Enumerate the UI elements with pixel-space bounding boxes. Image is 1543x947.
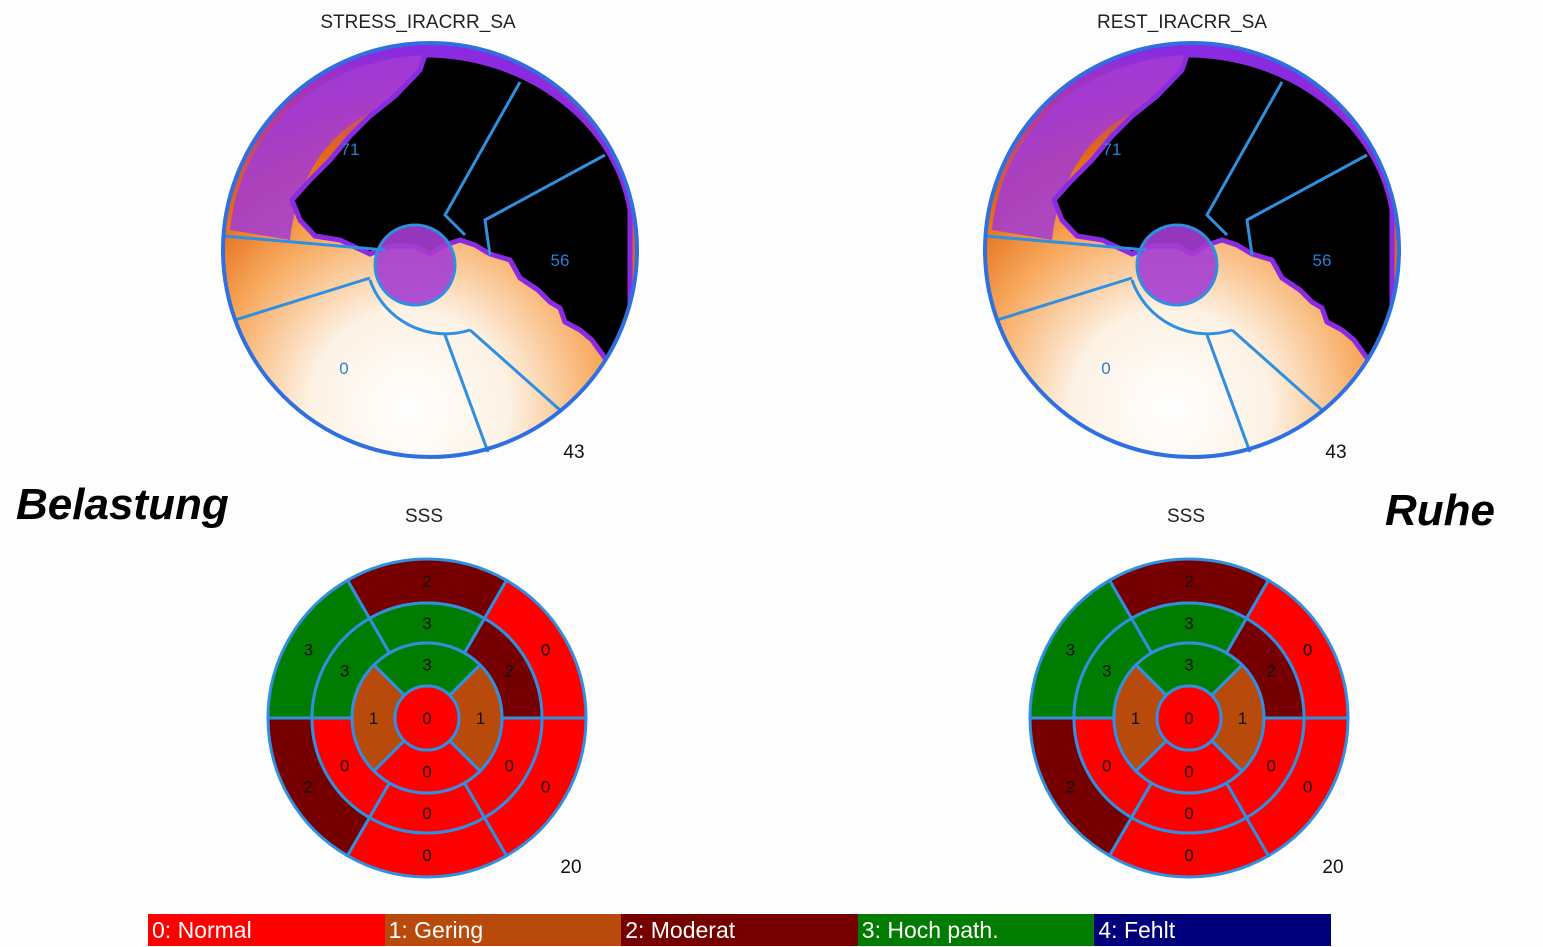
stress-polar-map: 71 56 0 43 [221,41,639,463]
stress-condition-label: Belastung [16,480,229,529]
bullseye-mid-score: 0 [422,804,431,823]
bullseye-mid-score: 0 [1184,804,1193,823]
bullseye-basal-score: 0 [541,778,550,797]
bullseye-basal-score: 3 [304,641,313,660]
bullseye-apex-segment [393,684,461,752]
bullseye-apex-score: 0 [1184,709,1193,728]
bullseye-mid-score: 0 [505,757,514,776]
polar-region-right-value: 56 [1313,251,1332,270]
bullseye-apical-score: 1 [1131,709,1140,728]
rest-polar-title: REST_IRACRR_SA [1097,12,1267,33]
polar-total-value: 43 [1325,442,1346,463]
legend-item-normal: 0: Normal [148,914,385,946]
bullseye-total-score: 20 [1322,857,1343,878]
polar-region-lower-value: 0 [339,359,348,378]
legend-item-moderat: 2: Moderat [621,914,858,946]
bullseye-mid-score: 0 [1267,757,1276,776]
bullseye-apical-score: 3 [422,656,431,675]
bullseye-basal-score: 0 [422,846,431,865]
bullseye-basal-score: 2 [1184,572,1193,591]
bullseye-basal-score: 0 [1184,846,1193,865]
bullseye-apical-score: 1 [1238,709,1247,728]
bullseye-apical-score: 1 [476,709,485,728]
bullseye-basal-score: 0 [1303,641,1312,660]
bullseye-basal-score: 2 [304,778,313,797]
bullseye-basal-score: 3 [1066,641,1075,660]
bullseye-mid-score: 2 [505,662,514,681]
bullseye-basal-score: 0 [1303,778,1312,797]
bullseye-apex-segment [1155,684,1223,752]
bullseye-mid-score: 3 [422,614,431,633]
legend-item-fehlt: 4: Fehlt [1094,914,1331,946]
bullseye-basal-score: 0 [541,641,550,660]
score-legend: 0: Normal 1: Gering 2: Moderat 3: Hoch p… [148,914,1331,946]
rest-condition-label: Ruhe [1385,486,1495,535]
rest-score-title: SSS [1166,506,1206,527]
bullseye-mid-score: 0 [1102,757,1111,776]
bullseye-apex-score: 0 [422,709,431,728]
bullseye-mid-score: 2 [1267,662,1276,681]
bullseye-mid-score: 3 [1102,662,1111,681]
polar-region-lower-value: 0 [1101,359,1110,378]
bullseye-total-score: 20 [560,857,581,878]
legend-item-hoch-path: 3: Hoch path. [857,914,1095,946]
bullseye-apical-score: 3 [1184,656,1193,675]
bullseye-apical-score: 0 [422,763,431,782]
bullseye-apical-score: 0 [1184,763,1193,782]
stress-polar-title: STRESS_IRACRR_SA [320,12,516,33]
bullseye-basal-score: 2 [1066,778,1075,797]
bullseye-mid-score: 3 [340,662,349,681]
polar-region-right-value: 56 [551,251,570,270]
polar-total-value: 43 [563,442,584,463]
bullseye-mid-score: 3 [1184,614,1193,633]
polar-region-top-value: 71 [1103,140,1122,159]
bullseye-mid-score: 0 [340,757,349,776]
bullseye-apical-score: 1 [369,709,378,728]
polar-region-top-value: 71 [341,140,360,159]
rest-polar-map: 71 56 0 43 [983,41,1401,463]
bullseye-basal-score: 2 [422,572,431,591]
stress-score-title: SSS [404,506,444,527]
legend-item-gering: 1: Gering [384,914,622,946]
